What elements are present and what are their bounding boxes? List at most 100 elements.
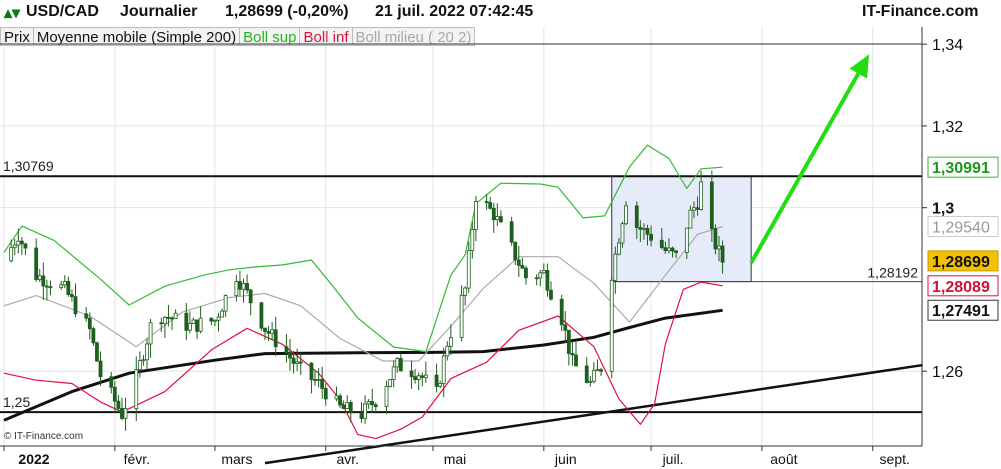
candle-body: [359, 412, 364, 419]
x-tick-label: févr.: [124, 451, 150, 467]
candle-body: [309, 362, 314, 380]
candle-body: [245, 283, 250, 291]
candle-body: [413, 376, 418, 380]
candle-body: [120, 408, 124, 419]
candle-body: [670, 247, 675, 252]
candle-body: [323, 388, 328, 400]
candle-body: [566, 329, 571, 354]
candle-body: [559, 298, 564, 326]
value-tag-box: [927, 156, 999, 178]
candle-body: [720, 245, 725, 263]
candle-body: [62, 281, 67, 286]
x-tick-label: sept.: [880, 451, 910, 467]
legend-item-boll-sup[interactable]: Boll sup: [239, 27, 301, 46]
value-tag-label: 1,29540: [932, 219, 990, 236]
y-tick-label: 1,3: [932, 201, 954, 218]
candle-body: [692, 207, 696, 211]
value-tag-label: 1,28089: [932, 279, 990, 296]
candle-body: [12, 244, 17, 249]
candle-body: [563, 324, 568, 331]
value-tag-box: [927, 215, 999, 237]
candle-body: [588, 380, 593, 383]
arrow-head: [849, 54, 870, 79]
candle-body: [438, 383, 443, 387]
candle-body: [116, 400, 121, 409]
candle-body: [238, 281, 242, 290]
candle-body: [123, 408, 128, 419]
candle-body: [223, 295, 228, 312]
consolidation-box: 1,28192: [611, 175, 922, 283]
value-tag-box: [927, 250, 999, 272]
candle-body: [645, 227, 650, 235]
candle-body: [59, 284, 64, 288]
candle-body: [213, 319, 217, 322]
candle-body: [420, 375, 425, 378]
candle-body: [87, 317, 92, 330]
x-tick-label: avr.: [336, 451, 359, 467]
candle-body: [198, 317, 203, 332]
candle-body: [19, 240, 24, 245]
level-label: 1,30769: [3, 158, 54, 174]
candle-body: [448, 337, 453, 347]
value-tag-box: [927, 275, 999, 297]
candle-body: [516, 259, 521, 266]
candle-body: [398, 358, 403, 372]
candle-body: [384, 386, 389, 407]
period-label: Journalier: [120, 3, 198, 20]
candle-body: [284, 346, 289, 354]
candle-body: [491, 207, 496, 221]
candle-body: [159, 322, 164, 325]
candle-body: [298, 361, 303, 364]
candle-body: [484, 201, 489, 203]
candle-body: [316, 378, 321, 381]
datetime-label: 21 juil. 2022 07:42:45: [375, 3, 534, 20]
candle-body: [220, 310, 224, 318]
candle-body: [137, 360, 142, 371]
support-trendline: [264, 363, 923, 465]
value-tag-box: [927, 299, 999, 321]
x-tick-label: 2022: [18, 451, 49, 467]
x-tick-label: juin: [554, 451, 577, 467]
candle-body: [373, 404, 378, 407]
candle-body: [141, 359, 146, 362]
candle-body: [248, 289, 253, 304]
candle-body: [695, 207, 700, 210]
candle-body: [66, 281, 71, 295]
candle-body: [16, 240, 21, 246]
candle-body: [595, 369, 600, 372]
candle-body: [109, 376, 114, 388]
value-tag-label: 1,30991: [932, 160, 990, 177]
x-tick-label: mars: [221, 451, 252, 467]
candle-body: [187, 323, 192, 331]
candle-body: [466, 250, 471, 289]
candle-body: [441, 355, 446, 384]
candle-body: [509, 221, 514, 243]
candle-body: [263, 327, 267, 332]
candle-body: [470, 229, 475, 251]
candle-body: [241, 283, 246, 290]
candle-body: [473, 201, 478, 230]
legend-item-sma200[interactable]: Moyenne mobile (Simple 200): [32, 27, 241, 46]
site-brand: IT-Finance.com: [862, 3, 979, 20]
y-tick-label: 1,26: [932, 364, 963, 381]
candle-body: [334, 395, 339, 400]
candle-body: [495, 216, 500, 221]
candle-body: [366, 401, 371, 405]
legend-item-boll-mid[interactable]: Boll milieu ( 20 2): [351, 27, 476, 46]
candle-body: [709, 181, 714, 230]
candle-body: [591, 370, 596, 382]
candle-body: [520, 264, 525, 269]
sort-arrows-icon[interactable]: ▴▾: [4, 5, 21, 22]
candle-body: [348, 402, 353, 414]
candle-body: [570, 353, 575, 356]
candle-body: [688, 209, 693, 229]
candle-body: [313, 379, 317, 381]
candle-body: [642, 227, 646, 230]
candle-body: [370, 401, 375, 406]
candle-body: [273, 329, 278, 348]
candle-body: [45, 285, 49, 288]
candle-body: [638, 227, 643, 230]
legend-item-prix[interactable]: Prix: [0, 27, 34, 46]
candle-body: [599, 369, 603, 372]
